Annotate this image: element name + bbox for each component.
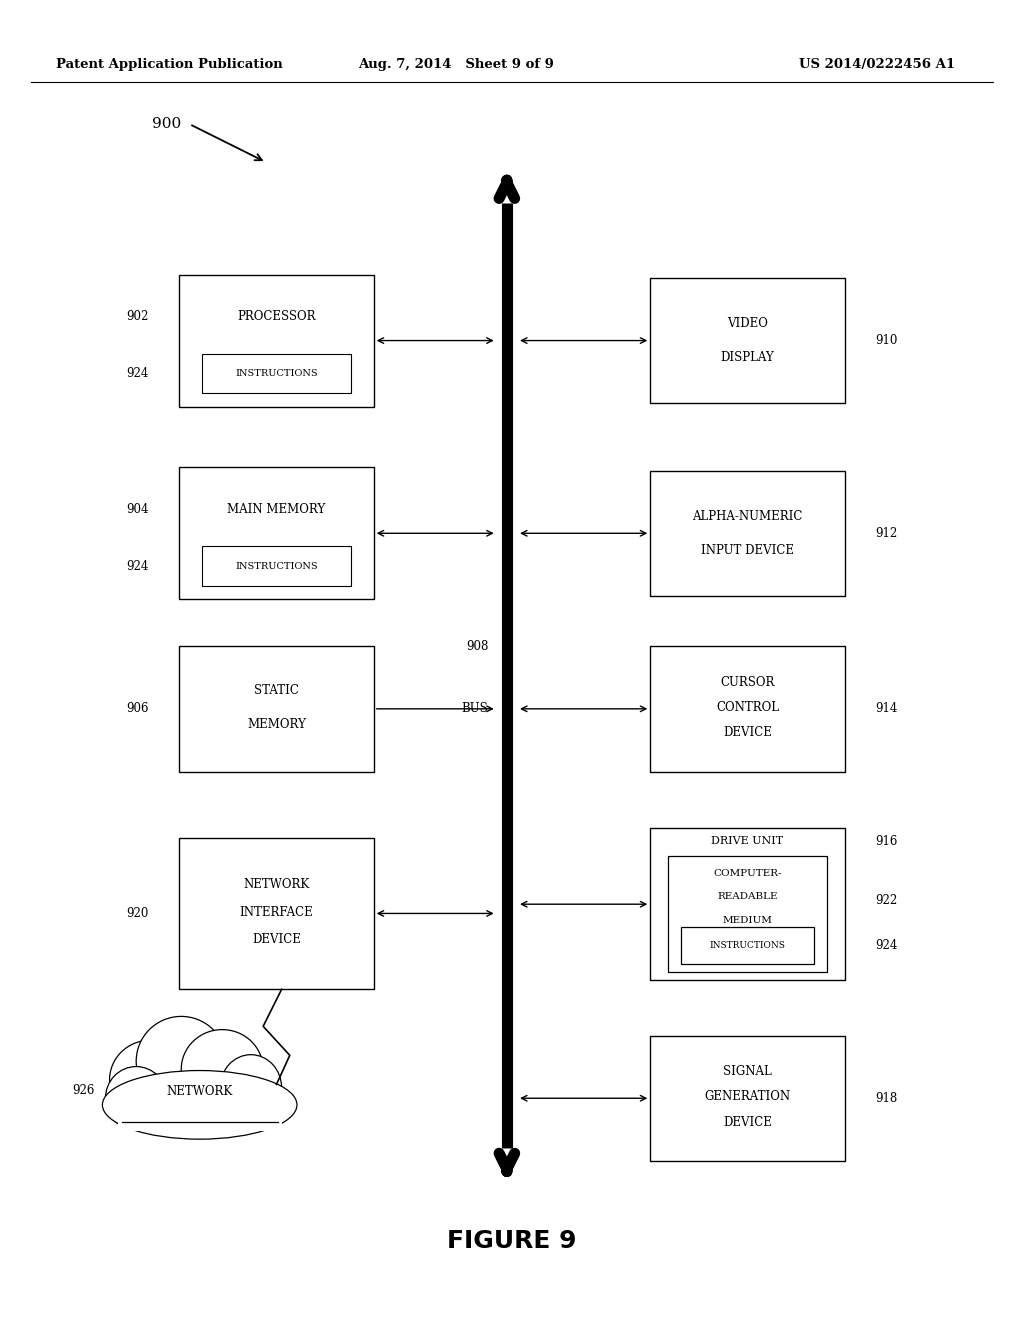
Bar [179, 837, 374, 990]
Bar [650, 471, 845, 597]
Bar [681, 927, 814, 964]
Text: PROCESSOR: PROCESSOR [238, 310, 315, 323]
Text: 914: 914 [876, 702, 898, 715]
Text: 916: 916 [876, 836, 898, 847]
Text: BUS: BUS [462, 702, 488, 715]
Text: NETWORK: NETWORK [244, 878, 309, 891]
Bar [668, 855, 827, 972]
Text: 904: 904 [126, 503, 148, 516]
Ellipse shape [220, 1055, 282, 1121]
Text: 912: 912 [876, 527, 898, 540]
Text: DISPLAY: DISPLAY [721, 351, 774, 364]
Bar [203, 546, 350, 586]
Text: MEMORY: MEMORY [247, 718, 306, 731]
Ellipse shape [105, 1067, 167, 1130]
Text: STATIC: STATIC [254, 684, 299, 697]
Text: SIGNAL: SIGNAL [723, 1065, 772, 1078]
Text: Patent Application Publication: Patent Application Publication [56, 58, 283, 71]
Text: CONTROL: CONTROL [716, 701, 779, 714]
Text: INTERFACE: INTERFACE [240, 906, 313, 919]
Bar [179, 275, 374, 407]
Text: DEVICE: DEVICE [723, 1115, 772, 1129]
Text: CURSOR: CURSOR [720, 676, 775, 689]
Text: Aug. 7, 2014   Sheet 9 of 9: Aug. 7, 2014 Sheet 9 of 9 [357, 58, 554, 71]
Text: 902: 902 [126, 310, 148, 323]
Bar [179, 467, 374, 599]
Bar [650, 829, 845, 979]
Bar [650, 1035, 845, 1162]
Ellipse shape [110, 1040, 191, 1119]
Text: 922: 922 [876, 895, 898, 907]
Bar [650, 279, 845, 404]
Text: VIDEO: VIDEO [727, 317, 768, 330]
Ellipse shape [102, 1071, 297, 1139]
Text: 920: 920 [126, 907, 148, 920]
Text: COMPUTER-: COMPUTER- [714, 869, 781, 878]
Text: MEDIUM: MEDIUM [723, 916, 772, 925]
Text: NETWORK: NETWORK [167, 1085, 232, 1098]
Text: 906: 906 [126, 702, 148, 715]
Ellipse shape [181, 1030, 263, 1109]
Text: 910: 910 [876, 334, 898, 347]
Text: DEVICE: DEVICE [723, 726, 772, 739]
Text: DEVICE: DEVICE [252, 933, 301, 946]
Text: MAIN MEMORY: MAIN MEMORY [227, 503, 326, 516]
Text: 926: 926 [73, 1084, 95, 1097]
Text: 924: 924 [876, 940, 898, 952]
Text: DRIVE UNIT: DRIVE UNIT [712, 837, 783, 846]
Bar [203, 354, 350, 393]
Text: INSTRUCTIONS: INSTRUCTIONS [710, 941, 785, 950]
Ellipse shape [136, 1016, 226, 1106]
Text: 924: 924 [126, 560, 148, 573]
Text: INPUT DEVICE: INPUT DEVICE [701, 544, 794, 557]
Text: GENERATION: GENERATION [705, 1090, 791, 1104]
Text: FIGURE 9: FIGURE 9 [447, 1229, 577, 1253]
Bar [650, 645, 845, 771]
Bar [179, 645, 374, 771]
Text: 908: 908 [466, 640, 488, 653]
Text: INSTRUCTIONS: INSTRUCTIONS [236, 562, 317, 570]
Text: US 2014/0222456 A1: US 2014/0222456 A1 [799, 58, 954, 71]
Text: READABLE: READABLE [717, 892, 778, 902]
Bar [118, 1094, 282, 1131]
Text: INSTRUCTIONS: INSTRUCTIONS [236, 370, 317, 378]
Text: 918: 918 [876, 1092, 898, 1105]
Text: 900: 900 [152, 117, 181, 131]
Text: ALPHA-NUMERIC: ALPHA-NUMERIC [692, 510, 803, 523]
Text: 924: 924 [126, 367, 148, 380]
